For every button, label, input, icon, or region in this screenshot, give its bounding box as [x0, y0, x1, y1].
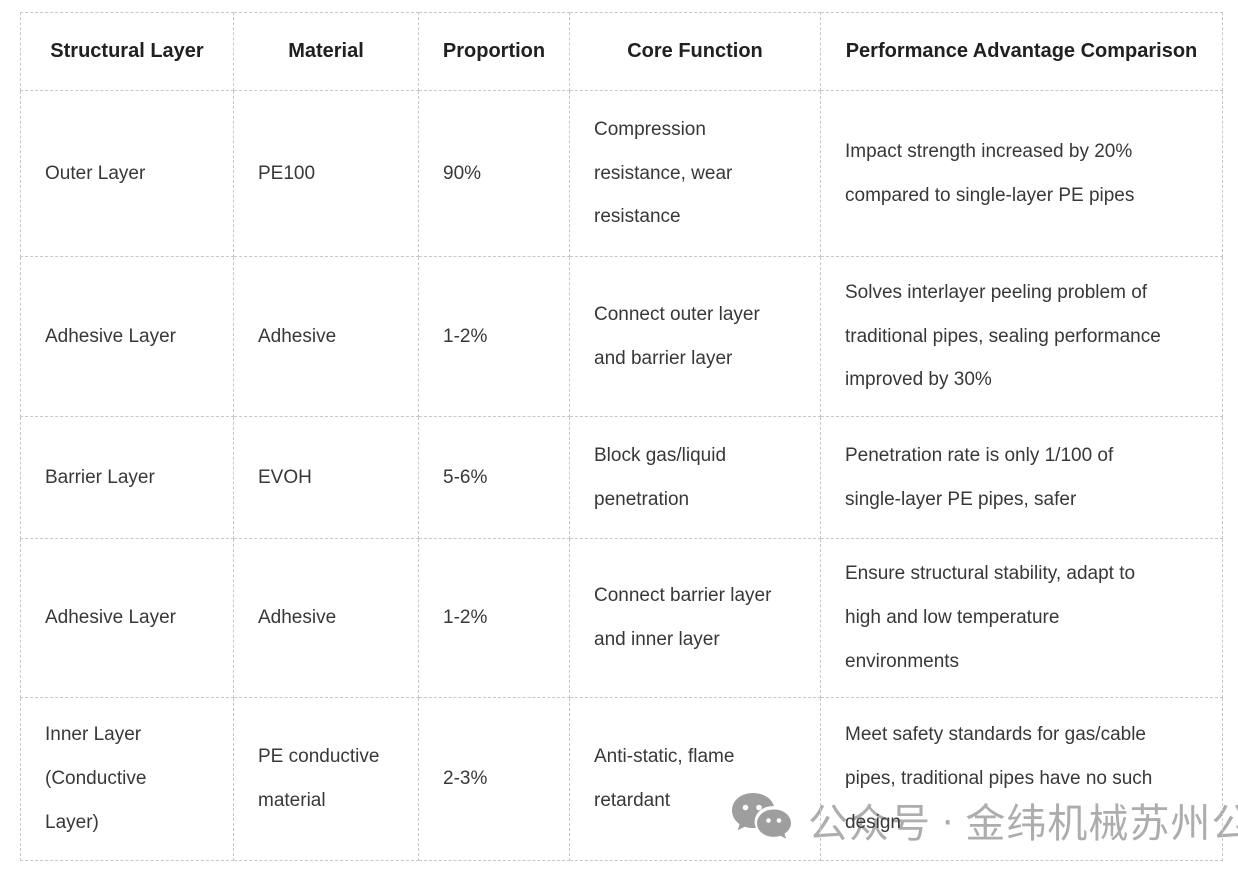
column-header-material: Material [233, 12, 419, 91]
table-cell: Anti-static, flame retardant [569, 697, 821, 861]
table-cell: 1-2% [418, 538, 570, 698]
table-cell: Meet safety standards for gas/cable pipe… [820, 697, 1223, 861]
table-cell: Ensure structural stability, adapt to hi… [820, 538, 1223, 698]
table-cell: PE conductive material [233, 697, 419, 861]
table-cell: Compression resistance, wear resistance [569, 90, 821, 257]
table-cell: Outer Layer [20, 90, 234, 257]
column-header-structural-layer: Structural Layer [20, 12, 234, 91]
table-cell: Impact strength increased by 20% compare… [820, 90, 1223, 257]
table-cell: Adhesive Layer [20, 256, 234, 417]
column-header-proportion: Proportion [418, 12, 570, 91]
header-row: Structural Layer Material Proportion Cor… [20, 12, 1223, 91]
table-cell: Connect outer layer and barrier layer [569, 256, 821, 417]
table-cell: Adhesive [233, 538, 419, 698]
table-cell: PE100 [233, 90, 419, 257]
table-row: Adhesive Layer Adhesive 1-2% Connect out… [20, 256, 1223, 417]
table-cell: Block gas/liquid penetration [569, 416, 821, 539]
table-header: Structural Layer Material Proportion Cor… [20, 12, 1223, 91]
pipe-structure-table: Structural Layer Material Proportion Cor… [20, 12, 1223, 861]
table-cell: EVOH [233, 416, 419, 539]
table-row: Adhesive Layer Adhesive 1-2% Connect bar… [20, 538, 1223, 698]
column-header-performance: Performance Advantage Comparison [820, 12, 1223, 91]
table-cell: 2-3% [418, 697, 570, 861]
table-cell: 1-2% [418, 256, 570, 417]
column-header-core-function: Core Function [569, 12, 821, 91]
table-cell: Inner Layer (Conductive Layer) [20, 697, 234, 861]
table-cell: Barrier Layer [20, 416, 234, 539]
table-body: Outer Layer PE100 90% Compression resist… [20, 90, 1223, 861]
table-row: Outer Layer PE100 90% Compression resist… [20, 90, 1223, 257]
table-cell: 90% [418, 90, 570, 257]
table-row: Inner Layer (Conductive Layer) PE conduc… [20, 697, 1223, 861]
table-cell: Connect barrier layer and inner layer [569, 538, 821, 698]
table-cell: Adhesive [233, 256, 419, 417]
table-cell: Adhesive Layer [20, 538, 234, 698]
table-cell: 5-6% [418, 416, 570, 539]
table-cell: Penetration rate is only 1/100 of single… [820, 416, 1223, 539]
table-cell: Solves interlayer peeling problem of tra… [820, 256, 1223, 417]
table-row: Barrier Layer EVOH 5-6% Block gas/liquid… [20, 416, 1223, 539]
